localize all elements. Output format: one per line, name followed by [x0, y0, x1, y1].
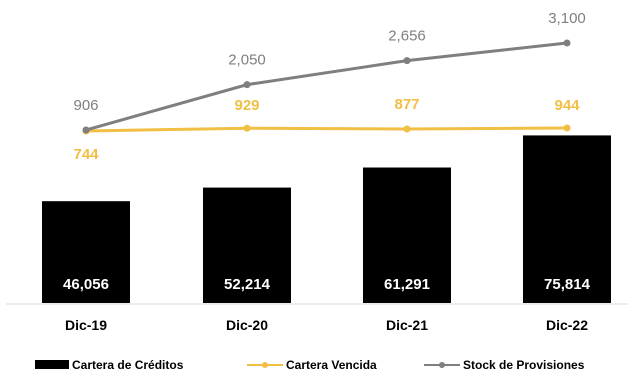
category-labels: Dic-19 Dic-20 Dic-21 Dic-22: [65, 317, 588, 333]
bar-dic-20: [203, 187, 291, 303]
data-label-cartera-vencida-dic-22: 944: [554, 97, 580, 114]
line-stock-de-provisiones: [85, 41, 568, 132]
data-label-stock-de-provisiones-dic-21: 2,656: [388, 28, 426, 45]
legend: Cartera de Créditos Cartera Vencida Stoc…: [35, 358, 585, 372]
legend-label-cartera-vencida: Cartera Vencida: [286, 358, 377, 372]
point-stock-de-provisiones-dic-20: [243, 81, 251, 89]
point-cartera-vencida-dic-20: [243, 124, 251, 132]
category-label-dic-19: Dic-19: [65, 317, 107, 333]
bar-dic-22: [523, 135, 611, 303]
point-cartera-vencida-dic-22: [563, 124, 571, 132]
point-cartera-vencida-dic-21: [403, 125, 411, 133]
legend-swatch-cartera-creditos: [35, 360, 69, 369]
line-series: 744 929 877 944 906 2,050 2,656 3,100: [73, 10, 585, 163]
legend-label-stock-provisiones: Stock de Provisiones: [463, 358, 585, 372]
category-label-dic-20: Dic-20: [226, 317, 268, 333]
bar-dic-19: [42, 201, 130, 303]
category-label-dic-21: Dic-21: [386, 317, 428, 333]
data-label-stock-de-provisiones-dic-22: 3,100: [548, 10, 586, 27]
data-label-cartera-vencida-dic-21: 877: [394, 96, 419, 113]
bar-value-label-dic-21: 61,291: [384, 276, 430, 293]
point-stock-de-provisiones-dic-22: [563, 39, 571, 47]
data-label-stock-de-provisiones-dic-20: 2,050: [228, 52, 266, 69]
data-label-cartera-vencida-dic-19: 744: [73, 146, 99, 163]
bar-series: 46,056 52,214 61,291 75,814: [42, 135, 611, 303]
bar-dic-21: [363, 167, 451, 303]
bar-value-label-dic-19: 46,056: [63, 276, 109, 293]
data-label-cartera-vencida-dic-20: 929: [234, 97, 259, 114]
legend-label-cartera-creditos: Cartera de Créditos: [72, 358, 184, 372]
data-label-stock-de-provisiones-dic-19: 906: [73, 97, 98, 114]
bar-value-label-dic-20: 52,214: [224, 276, 271, 293]
bar-value-label-dic-22: 75,814: [544, 276, 591, 293]
point-stock-de-provisiones-dic-19: [82, 126, 90, 134]
legend-marker-cartera-vencida: [262, 362, 268, 368]
category-label-dic-22: Dic-22: [546, 317, 588, 333]
line-cartera-vencida: [85, 126, 568, 133]
point-stock-de-provisiones-dic-21: [403, 57, 411, 65]
legend-marker-stock-provisiones: [439, 362, 445, 368]
